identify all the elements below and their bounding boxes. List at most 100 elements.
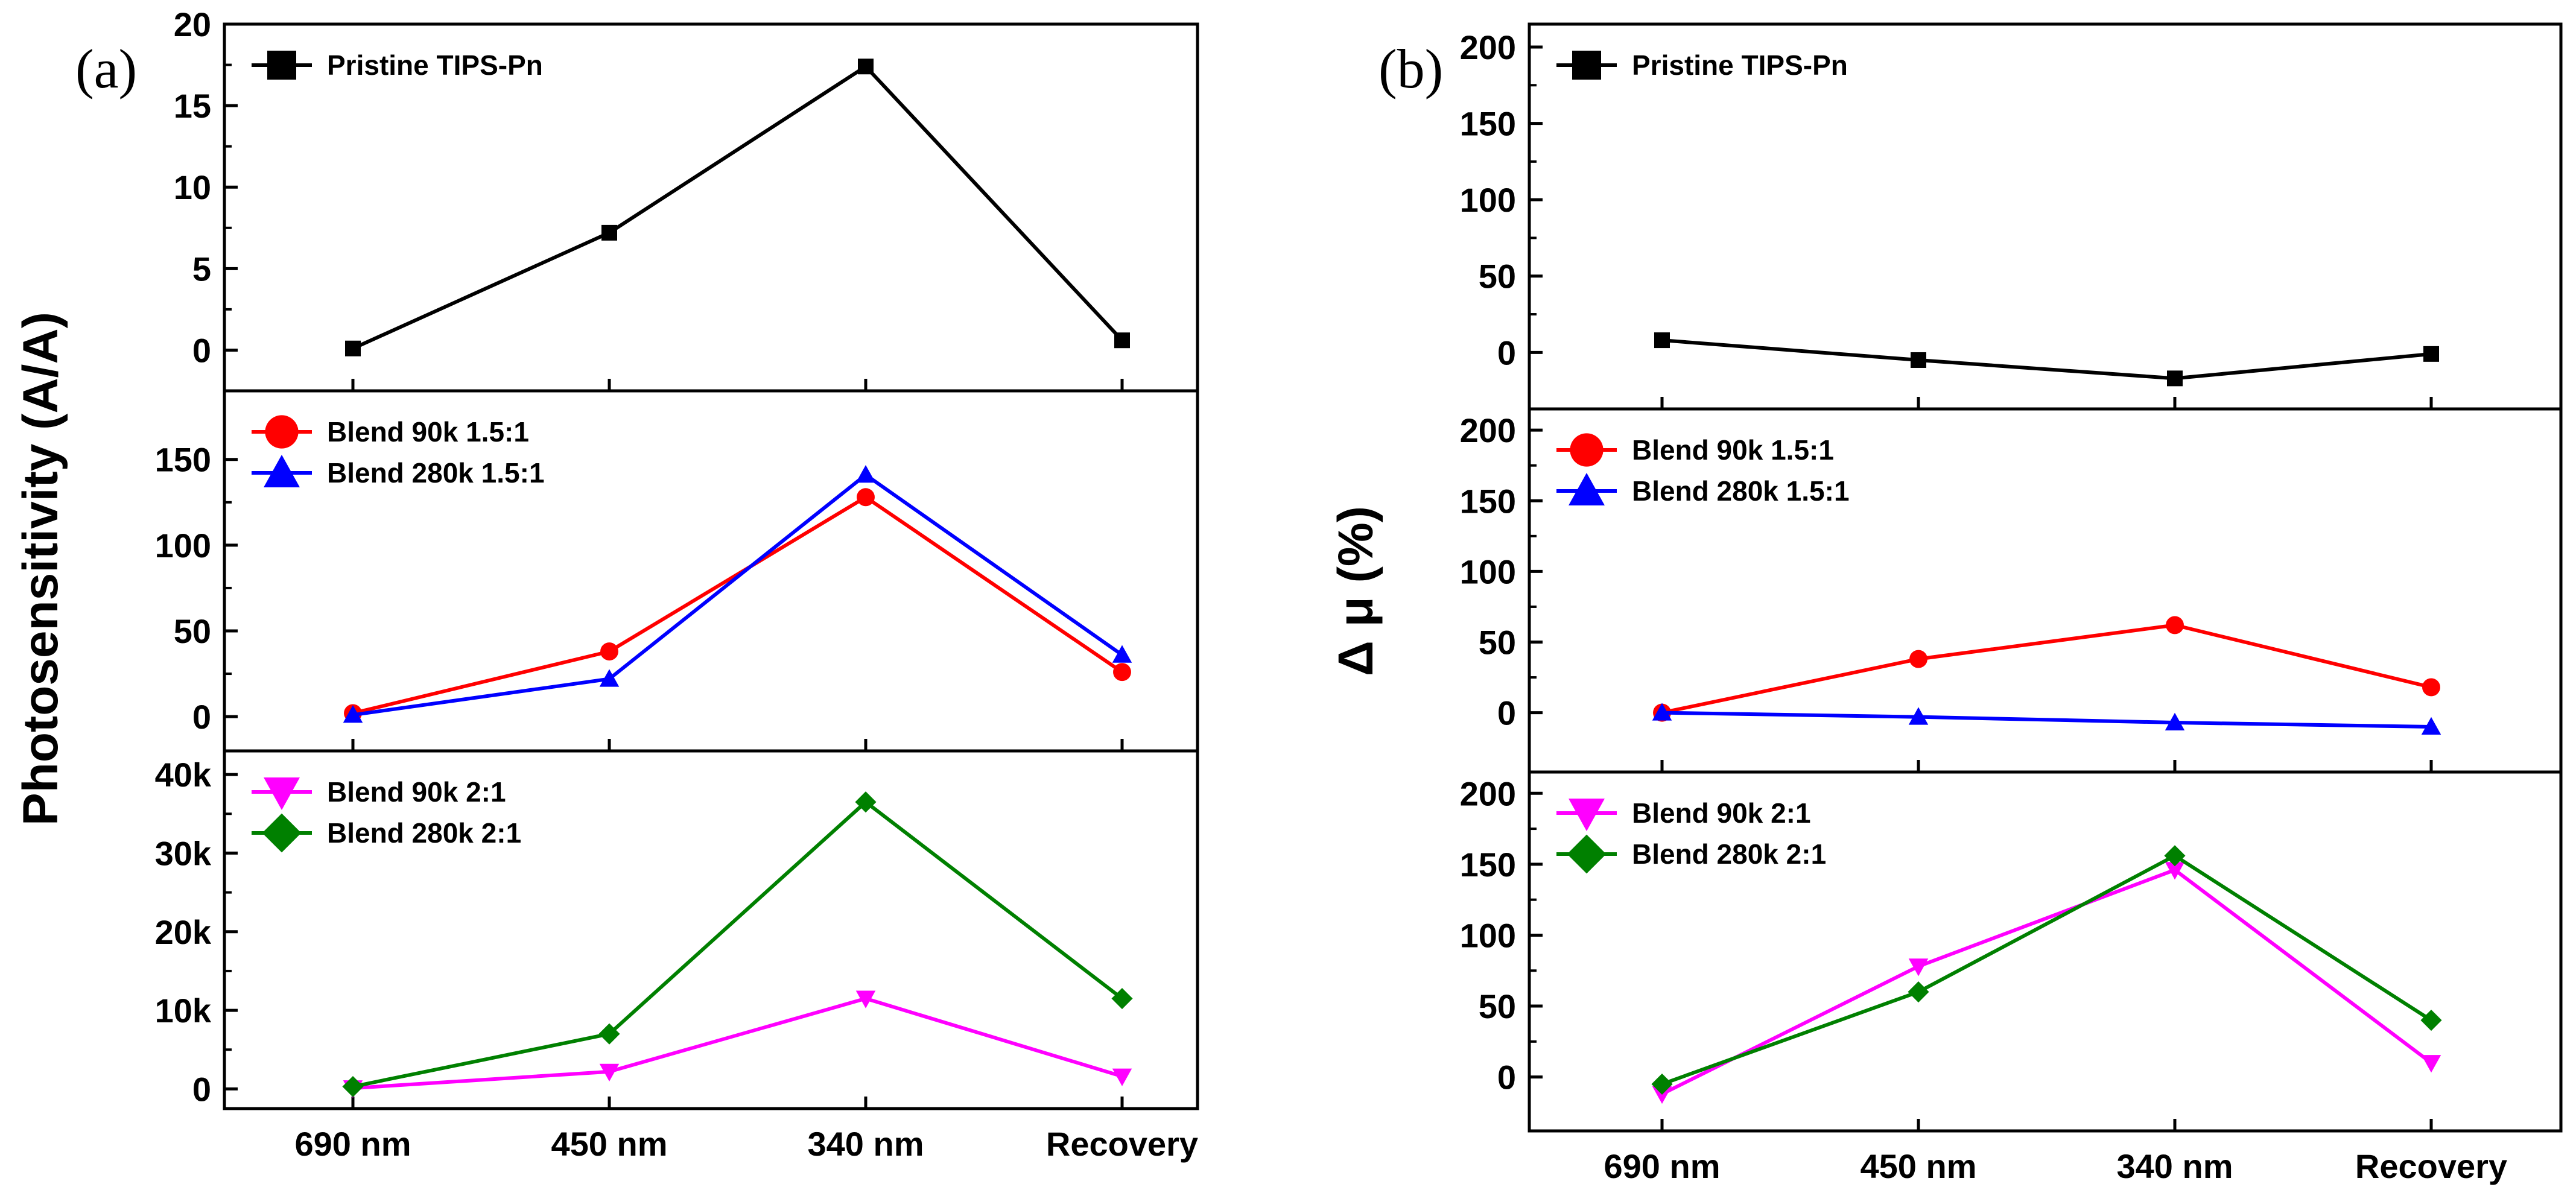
data-point: [599, 669, 620, 687]
data-point: [1908, 958, 1929, 977]
legend-label: Blend 90k 1.5:1: [1632, 434, 1834, 466]
x-tick-label: Recovery: [2355, 1147, 2507, 1185]
legend-marker: [264, 455, 300, 487]
data-point: [1654, 332, 1670, 349]
panel-a: (a) Photosensitivity (A/A) 0 5 10 15 20 Pristin…: [13, 5, 1199, 1163]
legend-marker: [262, 813, 302, 853]
y-tick-label: 0: [1497, 334, 1516, 372]
data-point: [2421, 717, 2441, 735]
data-point: [2165, 712, 2185, 731]
data-point: [2420, 1010, 2442, 1031]
legend-marker: [1567, 834, 1607, 874]
legend-marker: [1569, 799, 1605, 831]
data-point: [1652, 703, 1672, 721]
data-point: [1112, 1068, 1132, 1086]
data-point: [1908, 981, 1929, 1003]
data-point: [858, 59, 874, 75]
legend-label: Blend 90k 2:1: [1632, 797, 1811, 829]
legend-label: Blend 90k 2:1: [327, 776, 506, 808]
y-tick-label: 10: [174, 168, 211, 206]
legend-marker: [1572, 51, 1601, 80]
legend-label: Blend 280k 1.5:1: [1632, 475, 1850, 507]
series-line-blend-90k-1-5-1: [1661, 623, 2432, 715]
series-line-pristine-tips-pn: [1661, 338, 2432, 381]
data-point: [2422, 678, 2440, 697]
subplot-frame: [223, 749, 1199, 1110]
subplot-2: 0 50 100 150 Blend 90k 1.5:1 Blend 280k 1.5:1: [155, 389, 1199, 753]
y-tick-label: 5: [192, 250, 211, 288]
data-point: [855, 990, 876, 1008]
y-tick-label: 20: [174, 5, 211, 43]
legend-marker: [1570, 433, 1604, 467]
y-tick-label: 100: [155, 527, 211, 565]
y-tick-label: 100: [1460, 181, 1516, 219]
y-tick-label: 50: [174, 612, 211, 650]
y-axis-title: Δ μ (%): [1328, 506, 1383, 676]
subplot-frame: [1528, 22, 2563, 411]
panel-label: (b): [1378, 38, 1443, 100]
y-tick-label: 50: [1479, 623, 1516, 661]
y-tick-label: 100: [1460, 552, 1516, 590]
panel-b: (b) Δ μ (%) 0 50 100 150 200 Pristine TIPS-Pn 0 5…: [1328, 22, 2563, 1185]
y-tick-label: 200: [1460, 28, 1516, 66]
data-point: [1908, 707, 1929, 725]
y-tick-label: 15: [174, 87, 211, 125]
data-point: [342, 1075, 364, 1098]
x-tick-label: 340 nm: [2117, 1147, 2233, 1185]
series-line-pristine-tips-pn: [352, 64, 1124, 350]
series-line-blend-90k-2-1: [1661, 867, 2432, 1096]
data-point: [598, 1023, 620, 1045]
series-line-blend-280k-1-5-1: [1661, 711, 2432, 729]
data-point: [1112, 645, 1132, 663]
x-tick-label: 340 nm: [808, 1125, 924, 1163]
data-point: [855, 465, 876, 483]
data-point: [1652, 1086, 1672, 1104]
x-tick-label: 690 nm: [1604, 1147, 1721, 1185]
subplot-3: 0 10k 20k 30k 40k Blend 90k 2:1 Blend 280k 2:1: [155, 749, 1199, 1110]
data-point: [2164, 845, 2186, 867]
legend-label: Blend 90k 1.5:1: [327, 416, 529, 448]
data-point: [2421, 1055, 2441, 1073]
legend-label: Blend 280k 2:1: [1632, 838, 1826, 870]
y-tick-label: 50: [1479, 258, 1516, 296]
panel-label: (a): [75, 38, 137, 100]
x-tick-label: 690 nm: [295, 1125, 411, 1163]
legend-label: Blend 280k 1.5:1: [327, 457, 545, 489]
legend-marker: [264, 777, 300, 810]
subplot-1: 0 5 10 15 20 Pristine TIPS-Pn: [174, 5, 1199, 393]
legend-marker: [267, 51, 296, 80]
y-tick-label: 0: [1497, 694, 1516, 732]
y-tick-label: 0: [1497, 1059, 1516, 1097]
y-tick-label: 30k: [155, 834, 212, 872]
subplot-3: 0 50 100 150 200 Blend 90k 2:1 Blend 280k 2:1: [1460, 770, 2563, 1133]
data-point: [600, 642, 618, 661]
y-tick-label: 200: [1460, 411, 1516, 449]
y-tick-label: 0: [192, 331, 211, 369]
data-point: [345, 340, 361, 356]
data-point: [2166, 616, 2184, 635]
y-tick-label: 0: [192, 698, 211, 736]
y-tick-label: 200: [1460, 774, 1516, 812]
y-tick-label: 150: [1460, 482, 1516, 520]
y-tick-label: 20k: [155, 913, 212, 951]
data-point: [343, 705, 363, 723]
subplot-2: 0 50 100 150 200 Blend 90k 1.5:1 Blend 280k 1.…: [1460, 407, 2563, 774]
y-tick-label: 150: [1460, 105, 1516, 143]
subplot-frame: [1528, 770, 2563, 1133]
series-line-blend-90k-2-1: [352, 996, 1123, 1090]
series-line-blend-280k-1-5-1: [352, 472, 1123, 717]
data-point: [1909, 650, 1927, 668]
data-point: [1651, 1073, 1673, 1095]
y-tick-label: 150: [155, 441, 211, 479]
y-tick-label: 40k: [155, 756, 212, 794]
data-point: [599, 1063, 620, 1081]
y-tick-label: 10k: [155, 992, 212, 1030]
data-point: [857, 488, 875, 507]
legend-label: Pristine TIPS-Pn: [327, 49, 543, 81]
y-tick-label: 100: [1460, 916, 1516, 954]
data-point: [1111, 987, 1133, 1010]
x-tick-label: 450 nm: [551, 1125, 668, 1163]
legend-marker: [265, 415, 299, 449]
data-point: [1911, 352, 1926, 368]
